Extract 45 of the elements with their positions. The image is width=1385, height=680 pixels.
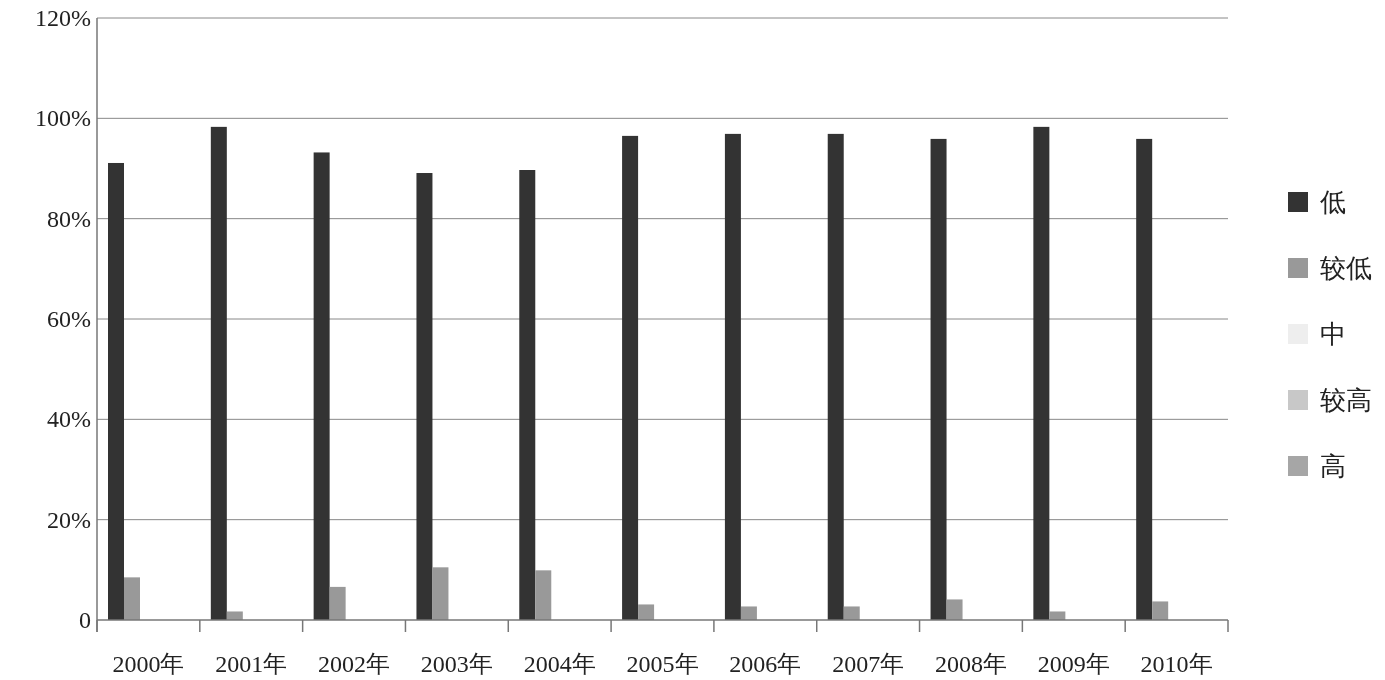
y-tick-label: 80% [47,205,91,232]
x-tick-label: 2008年 [934,651,1007,677]
bar [124,577,140,620]
legend-label: 低 [1320,188,1346,217]
legend-label: 中 [1320,320,1346,349]
bar [724,133,741,620]
bar [843,606,860,620]
y-tick-label: 20% [47,506,91,533]
bar [1136,138,1153,620]
x-tick-label: 2009年 [1037,651,1110,677]
x-tick-label: 2010年 [1140,651,1213,677]
x-tick-label: 2003年 [420,651,493,677]
bar [313,152,330,620]
legend-label: 较低 [1320,254,1372,283]
bar [740,606,757,620]
bar [1152,601,1169,620]
y-tick-label: 0 [79,607,91,633]
y-tick-label: 40% [47,406,91,433]
bar [827,133,844,620]
bar [1033,126,1050,620]
x-tick-label: 2006年 [729,651,802,677]
y-tick-label: 100% [35,105,91,132]
bar [226,611,243,620]
x-tick-label: 2002年 [318,651,391,677]
bar [210,126,227,620]
bar [432,567,449,620]
bar [108,162,124,620]
bar [638,604,655,620]
bar [930,138,947,620]
bar [1049,611,1066,620]
x-tick-label: 2004年 [523,651,596,677]
bar [535,570,552,620]
x-tick-label: 2001年 [215,651,288,677]
legend-label: 高 [1320,452,1346,481]
bar [946,599,963,620]
y-tick-label: 120% [35,5,91,31]
x-tick-label: 2005年 [626,651,699,677]
x-tick-label: 2007年 [832,651,905,677]
bar [519,170,536,620]
bar [622,135,639,620]
x-tick-label: 2000年 [112,651,185,677]
y-tick-label: 60% [47,306,91,332]
bar [416,173,433,620]
legend-label: 较高 [1320,386,1372,415]
bar [329,586,346,620]
